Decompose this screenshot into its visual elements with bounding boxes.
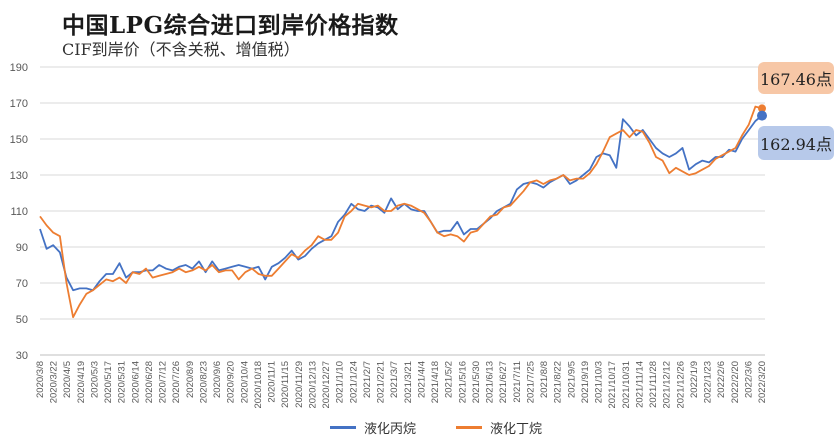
x-tick-label: 2021/12/12	[662, 361, 673, 409]
x-tick-label: 2020/5/17	[103, 361, 114, 403]
x-tick-label: 2021/10/31	[621, 361, 632, 409]
legend-label-propane: 液化丙烷	[364, 422, 417, 437]
x-tick-label: 2020/5/31	[117, 361, 128, 403]
x-tick-label: 2020/8/9	[185, 361, 196, 398]
x-tick-label: 2021/7/25	[525, 361, 536, 403]
end-marker-propane	[757, 110, 767, 121]
x-tick-label: 2021/2/7	[362, 361, 373, 398]
legend-swatch-butane	[456, 426, 483, 429]
propane-last-value-callout: 162.94点	[758, 126, 834, 160]
chart-legend: 液化丙烷 液化丁烷	[330, 418, 542, 437]
x-tick-label: 2020/6/28	[144, 361, 155, 403]
x-tick-label: 2022/1/9	[689, 361, 700, 398]
x-tick-label: 2021/9/5	[566, 361, 577, 398]
x-tick-label: 2021/11/28	[648, 361, 659, 408]
x-tick-label: 2020/11/29	[294, 361, 305, 408]
x-tick-label: 2021/5/30	[471, 361, 482, 403]
x-tick-label: 2020/12/13	[307, 361, 318, 409]
x-tick-label: 2022/2/6	[716, 361, 727, 398]
y-tick-label: 150	[10, 134, 28, 146]
x-tick-label: 2020/3/22	[49, 361, 60, 403]
x-tick-label: 2020/6/14	[130, 361, 141, 403]
x-tick-label: 2021/10/17	[607, 361, 618, 409]
x-tick-label: 2020/12/27	[321, 361, 332, 409]
x-tick-label: 2020/11/15	[280, 361, 291, 408]
y-tick-label: 170	[10, 98, 28, 110]
x-tick-label: 2021/4/4	[416, 361, 427, 398]
y-tick-label: 110	[10, 206, 28, 218]
x-tick-label: 2021/12/26	[675, 361, 686, 409]
series-lines	[39, 105, 763, 319]
gridlines	[40, 66, 765, 356]
y-tick-label: 50	[16, 314, 28, 326]
x-tick-label: 2022/3/20	[757, 361, 768, 403]
x-tick-label: 2020/8/23	[198, 361, 209, 403]
chart-title: 中国LPG综合进口到岸价格指数	[62, 12, 399, 39]
x-tick-label: 2021/5/2	[444, 361, 455, 398]
x-tick-label: 2021/3/7	[389, 361, 400, 398]
x-tick-label: 2021/7/11	[512, 361, 523, 403]
legend-item-propane: 液化丙烷	[330, 418, 416, 437]
x-tick-label: 2020/11/1	[267, 361, 278, 403]
x-tick-label: 2022/3/6	[743, 361, 754, 398]
y-tick-label: 90	[16, 242, 28, 254]
series-line-butane	[39, 105, 763, 319]
end-markers	[757, 104, 767, 121]
end-marker-butane	[758, 104, 766, 113]
legend-label-butane: 液化丁烷	[490, 422, 543, 437]
propane-last-value-label: 162.94点	[760, 135, 832, 154]
x-tick-label: 2021/1/10	[335, 361, 346, 403]
series-line-propane	[39, 114, 763, 292]
x-tick-label: 2020/10/18	[253, 361, 264, 409]
x-tick-label: 2021/11/14	[634, 361, 645, 408]
x-tick-label: 2021/1/24	[348, 361, 359, 403]
x-tick-label: 2020/9/6	[212, 361, 223, 398]
x-tick-label: 2020/7/12	[158, 361, 169, 403]
x-tick-label: 2021/2/21	[376, 361, 387, 403]
y-tick-label: 190	[10, 62, 28, 74]
legend-swatch-propane	[330, 426, 356, 429]
x-tick-label: 2020/4/5	[62, 361, 73, 398]
y-tick-label: 130	[10, 170, 28, 182]
x-tick-label: 2020/10/4	[239, 361, 250, 403]
x-tick-label: 2022/1/23	[703, 361, 714, 403]
x-tick-label: 2021/10/3	[594, 361, 605, 403]
x-tick-label: 2021/5/16	[457, 361, 468, 403]
y-axis-ticks: 30 50 70 90 110 130 150 170 190	[10, 62, 28, 362]
butane-last-value-label: 167.46点	[760, 70, 832, 89]
chart-subtitle: CIF到岸价（不含关税、增值税）	[62, 40, 300, 59]
legend-item-butane: 液化丁烷	[456, 418, 542, 437]
x-tick-label: 2021/6/13	[485, 361, 496, 403]
x-tick-label: 2020/3/8	[35, 361, 46, 398]
x-tick-label: 2020/5/3	[89, 361, 100, 398]
x-tick-label: 2021/8/8	[539, 361, 550, 398]
y-tick-label: 30	[16, 350, 28, 362]
butane-last-value-callout: 167.46点	[758, 62, 834, 94]
x-tick-label: 2021/3/21	[403, 361, 414, 403]
x-tick-label: 2022/2/20	[730, 361, 741, 403]
x-tick-label: 2021/6/27	[498, 361, 509, 403]
x-tick-label: 2020/7/26	[171, 361, 182, 403]
x-tick-label: 2020/9/20	[226, 361, 237, 403]
x-tick-label: 2020/4/19	[76, 361, 87, 403]
y-tick-label: 70	[16, 278, 28, 290]
x-tick-label: 2021/8/22	[553, 361, 564, 403]
x-tick-label: 2021/4/18	[430, 361, 441, 403]
x-tick-label: 2021/9/19	[580, 361, 591, 403]
x-axis-ticks: 2020/3/8 2020/3/22 2020/4/5 2020/4/19 2020/5…	[35, 361, 768, 409]
